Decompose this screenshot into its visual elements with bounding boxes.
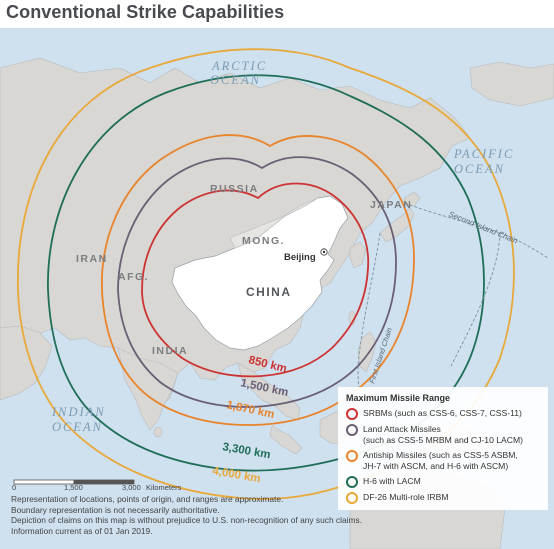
- country-labels: RUSSIA IRAN AFG. INDIA JAPAN MONG. CHINA: [76, 183, 412, 357]
- label-mong: MONG.: [242, 235, 285, 247]
- legend-swatch-icon: [346, 492, 358, 504]
- beijing-marker: Beijing: [284, 248, 328, 263]
- land-japan: [379, 207, 415, 243]
- legend-label: DF-26 Multi-role IRBM: [363, 492, 449, 502]
- legend-item-land-attack: Land Attack Missiles (such as CSS-5 MRBM…: [346, 424, 542, 446]
- label-beijing: Beijing: [284, 252, 316, 263]
- label-china: CHINA: [246, 285, 292, 299]
- range-ring-3300: [47, 74, 485, 472]
- legend-sublabel: JH-7 with ASCM, and H-6 with ASCM): [363, 461, 509, 471]
- legend-swatch-icon: [346, 408, 358, 420]
- page-title: Conventional Strike Capabilities: [6, 2, 285, 22]
- legend-swatch-icon: [346, 450, 358, 462]
- legend-label: Land Attack Missiles: [363, 424, 441, 434]
- map-canvas: ARCTIC OCEAN PACIFIC OCEAN INDIAN OCEAN …: [0, 28, 554, 549]
- range-ring-4000: [17, 48, 515, 500]
- land-india: [117, 347, 179, 431]
- range-rings: [17, 48, 515, 500]
- legend-item-srbm: SRBMs (such as CSS-6, CSS-7, CSS-11): [346, 408, 542, 420]
- pacific-label: PACIFIC: [453, 147, 514, 161]
- land-sri-lanka: [153, 426, 163, 438]
- footnote: Representation of locations, points of o…: [11, 494, 431, 536]
- footnote-line: Information current as of 01 Jan 2019.: [11, 525, 153, 536]
- scale-tick-1500: 1,500: [64, 483, 83, 492]
- range-ring-1500: [117, 156, 397, 408]
- scale-bar-graphic: [13, 479, 135, 485]
- legend: Maximum Missile Range SRBMs (such as CSS…: [338, 387, 548, 510]
- second-island-chain-line: [404, 202, 549, 259]
- land-hokkaido: [403, 191, 421, 207]
- legend-sublabel: (such as CSS-5 MRBM and CJ-10 LACM): [363, 435, 523, 445]
- scale-tick-3000: 3,000: [122, 483, 141, 492]
- scale-unit: Kilometers: [146, 483, 182, 492]
- footnote-line: Boundary representation is not necessari…: [11, 504, 220, 515]
- indian-label-2: OCEAN: [52, 420, 103, 434]
- footnote-line: Representation of locations, points of o…: [11, 494, 284, 504]
- scale-bar: 0 1,500 3,000 Kilometers: [12, 474, 202, 492]
- legend-label: H-6 with LACM: [363, 476, 421, 486]
- land-sumatra: [269, 425, 303, 455]
- land-alaska: [469, 61, 554, 107]
- legend-item-h6: H-6 with LACM: [346, 476, 542, 488]
- legend-swatch-icon: [346, 476, 358, 488]
- pacific-label-2: OCEAN: [454, 162, 505, 176]
- ocean-labels: ARCTIC OCEAN PACIFIC OCEAN INDIAN OCEAN: [51, 59, 514, 434]
- label-india: INDIA: [152, 345, 188, 357]
- range-ring-850: [141, 182, 370, 378]
- land-arabia: [0, 325, 53, 401]
- label-iran: IRAN: [76, 253, 108, 265]
- legend-label: SRBMs (such as CSS-6, CSS-7, CSS-11): [363, 408, 522, 418]
- legend-item-antiship: Antiship Missiles (such as CSS-5 ASBM, J…: [346, 450, 542, 472]
- label-russia: RUSSIA: [210, 183, 259, 195]
- mongolia-territory: [229, 197, 319, 249]
- range-ring-1870: [101, 134, 415, 426]
- scale-tick-0: 0: [12, 483, 17, 492]
- indian-label: INDIAN: [51, 405, 106, 419]
- label-japan: JAPAN: [370, 199, 412, 211]
- legend-label: Antiship Missiles (such as CSS-5 ASBM,: [363, 450, 518, 460]
- legend-swatch-icon: [346, 424, 358, 436]
- arctic-label-2: OCEAN: [210, 73, 261, 87]
- map: ARCTIC OCEAN PACIFIC OCEAN INDIAN OCEAN …: [0, 28, 554, 549]
- legend-item-df26: DF-26 Multi-role IRBM: [346, 492, 542, 504]
- land-korea: [349, 241, 367, 269]
- legend-title: Maximum Missile Range: [346, 393, 451, 403]
- label-afg: AFG.: [118, 271, 149, 283]
- arctic-label: ARCTIC: [211, 59, 267, 73]
- footnote-line: Depiction of claims on this map is witho…: [11, 515, 362, 526]
- second-island-chain-down: [449, 232, 501, 369]
